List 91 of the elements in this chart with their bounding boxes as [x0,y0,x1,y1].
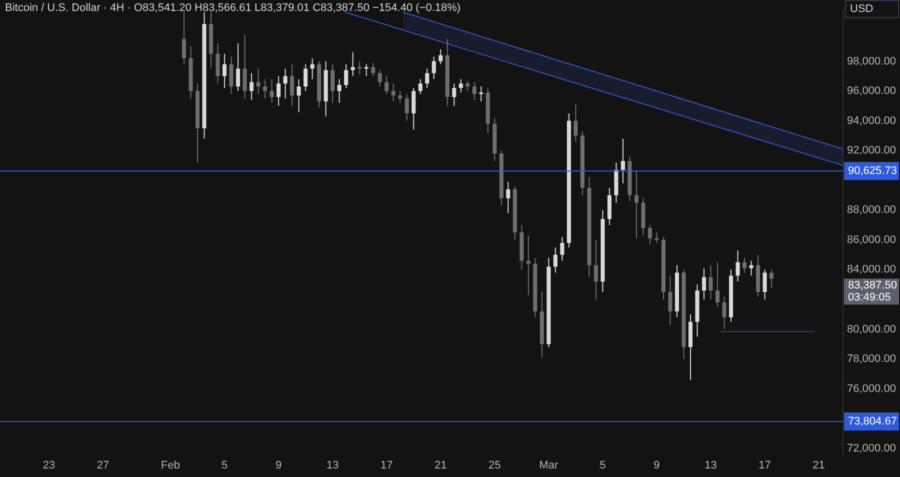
y-tick-label: 72,000.00 [847,442,896,454]
candlestick [607,187,612,226]
x-tick-label: 21 [812,459,825,472]
candlestick [432,56,436,80]
candlestick [620,138,625,184]
candlestick [358,60,362,76]
y-tick-label: 86,000.00 [847,234,896,246]
x-tick-label: 13 [704,459,717,472]
ref-line-label: 90,625.73 [848,165,897,178]
y-tick-label: 96,000.00 [847,85,896,98]
candlestick [270,78,274,104]
y-tick-label: 76,000.00 [847,382,896,395]
candlestick [634,170,638,239]
candlestick [304,64,308,92]
candlestick [736,250,740,282]
y-tick-label: 80,000.00 [847,323,896,336]
candlestick [216,42,220,84]
text: USD [850,3,874,16]
candlestick [749,260,754,276]
candlestick [350,52,355,77]
candlestick [702,268,706,300]
candlestick [466,80,470,92]
x-tick-label: Mar [539,459,558,472]
candlestick [458,78,463,93]
x-tick-label: 9 [276,459,282,472]
candlestick [506,181,510,214]
candlestick [742,257,747,274]
x-tick-label: 27 [96,459,110,472]
candlestick [412,88,416,130]
candlestick [560,236,564,262]
candlestick [708,264,713,300]
x-tick-label: 9 [654,459,660,472]
candlestick [479,86,484,102]
candlestick [762,269,767,300]
y-tick-label: 84,000.00 [847,264,896,276]
y-tick-label: 78,000.00 [847,353,896,366]
candlestick [296,78,301,112]
candlestick [364,64,368,77]
candlestick [425,68,430,89]
candlestick [384,76,389,94]
candlestick [553,246,558,274]
candlestick [594,239,598,300]
candlestick [668,275,672,326]
candlestick [472,82,476,100]
candlestick [276,76,281,106]
candlestick [391,83,396,102]
candlestick [404,93,409,122]
x-tick-label: 23 [42,459,56,472]
candlestick [654,232,659,244]
x-tick-label: 17 [380,459,393,472]
candlestick [722,296,726,330]
candlestick [574,104,578,142]
candlestick [452,83,456,106]
x-tick-label: 5 [221,459,228,472]
x-tick-label: 13 [326,459,339,472]
candlestick [236,42,240,92]
chart-title: Bitcoin / U.S. Dollar · 4H · O83,541.20 H83,566.61 L83,379.01 C83,387.50 −154.40 (−0.18%) [5,2,461,14]
candlestick [263,78,268,99]
candlestick [770,269,774,288]
candlestick [182,12,186,65]
text: 83,387.50 [848,280,897,292]
y-tick-label: 88,000.00 [847,204,896,216]
candlestick [344,64,348,89]
candlestick [378,70,382,88]
y-tick-label: 94,000.00 [847,114,896,127]
candlestick [222,53,227,89]
candlestick [310,58,314,80]
candlestick [330,64,335,104]
candlestick [337,78,342,104]
candlestick [371,62,376,77]
candlestick [283,68,288,99]
text: 03:49:05 [848,292,891,304]
x-tick-label: 25 [488,459,501,472]
x-tick-label: 5 [600,459,606,472]
candlestick [418,78,422,94]
ref-line-label: 73,804.67 [848,416,897,428]
candlestick [715,262,720,308]
y-tick-label: 98,000.00 [847,55,896,68]
x-tick-label: Feb [161,459,180,472]
candlestick [250,72,254,100]
x-tick-label: 21 [434,459,447,472]
candlestick [290,64,294,106]
x-tick-label: 17 [758,459,771,472]
candlestick [526,234,530,296]
candlestick [648,224,652,245]
y-tick-label: 92,000.00 [847,144,896,157]
candlestick [242,34,247,99]
candlestick [229,56,234,94]
candlestick [256,68,260,94]
candlestick [398,90,402,104]
candlestick [438,48,443,65]
